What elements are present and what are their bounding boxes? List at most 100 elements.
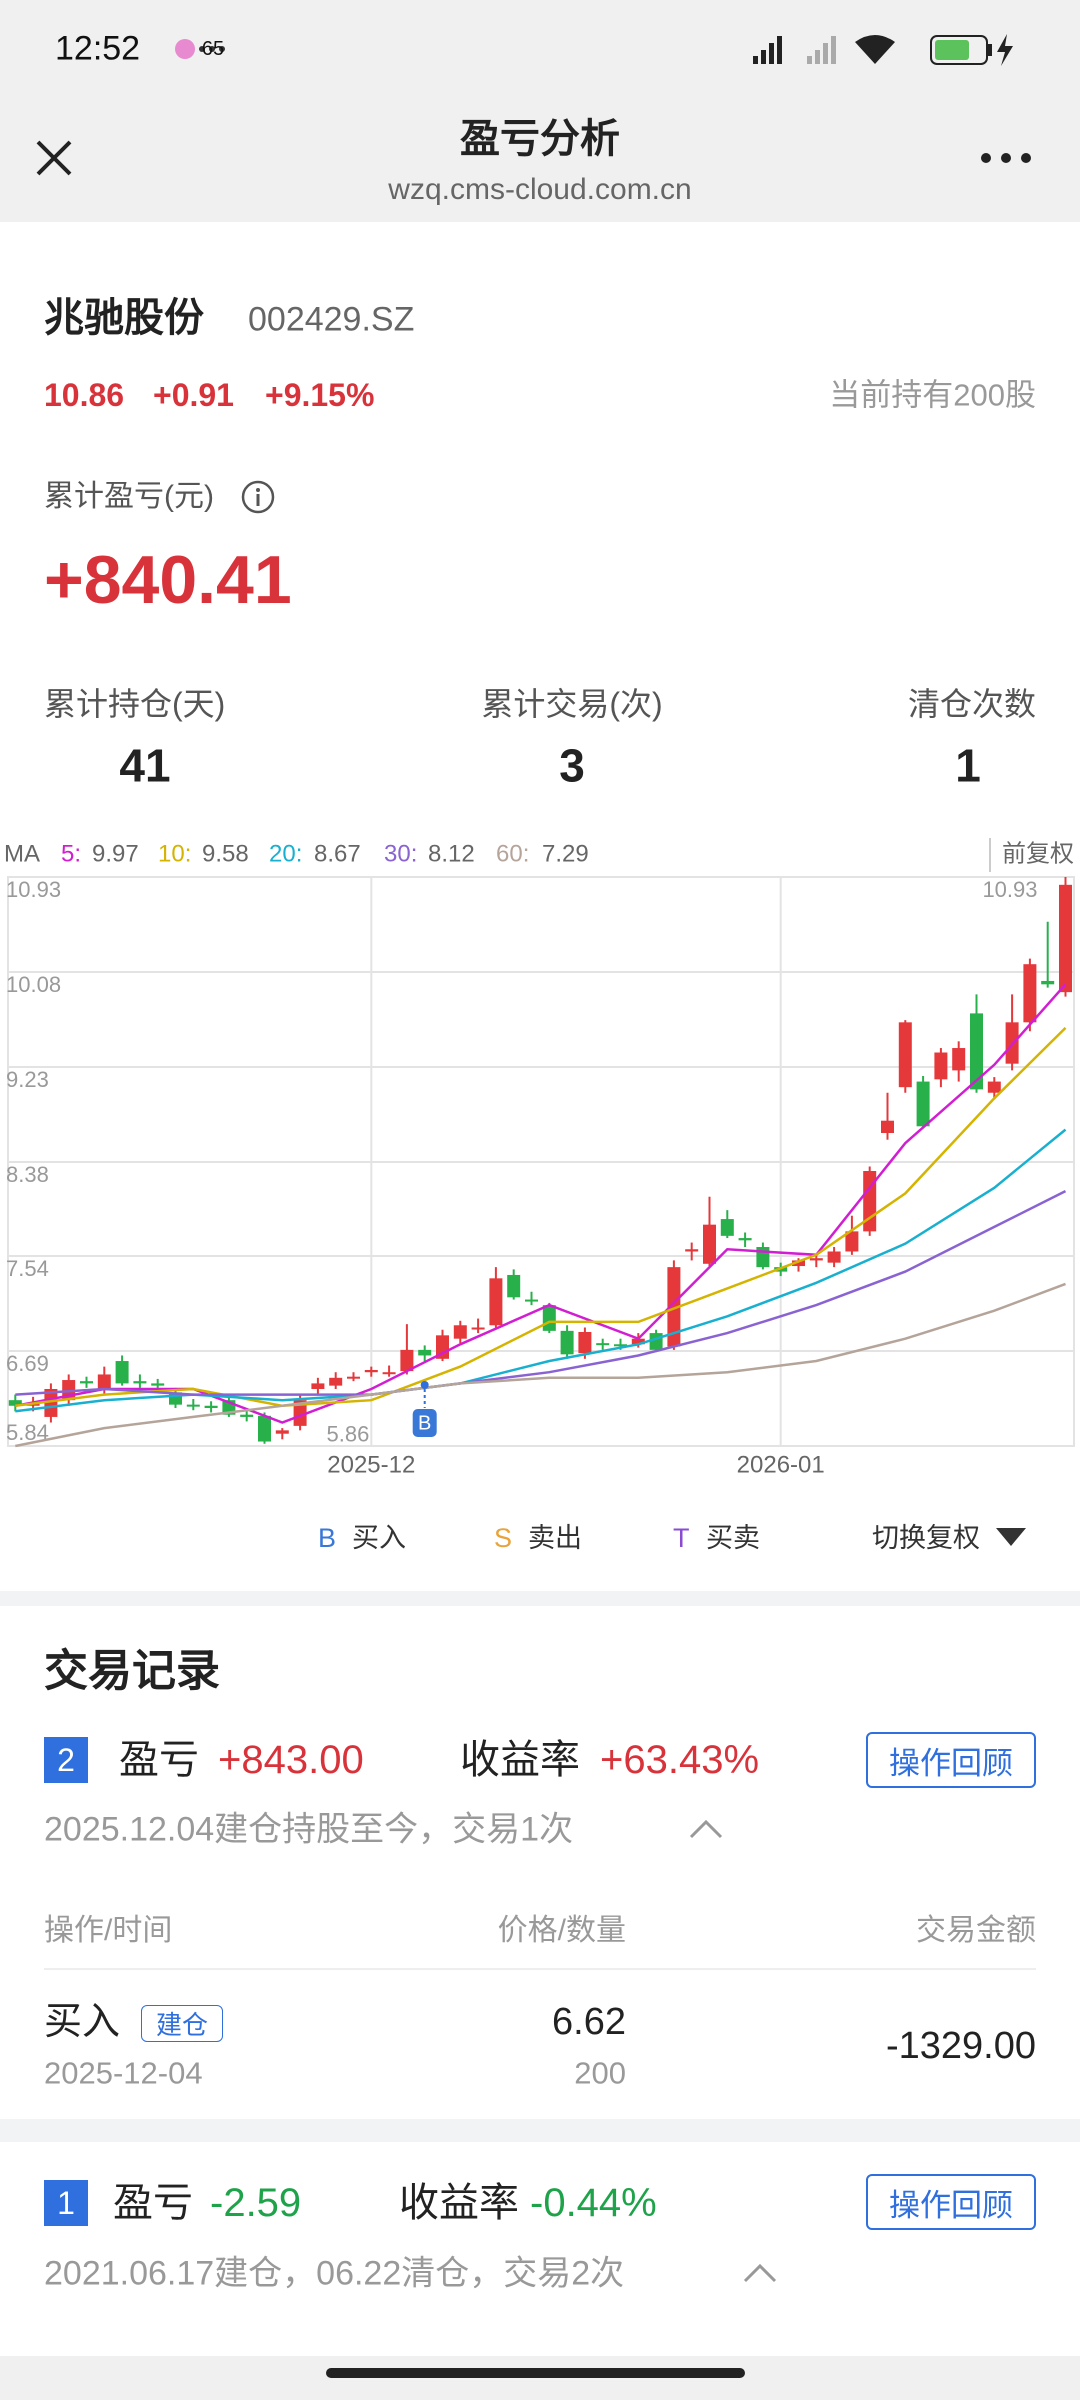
battery-text: 65 (201, 38, 225, 60)
ma-line (15, 1027, 1067, 1408)
candle-body (151, 1383, 165, 1386)
record-rate: +63.43% (600, 1738, 760, 1782)
trade-price: 6.62 (552, 2001, 626, 2044)
stat-value: 41 (119, 739, 171, 792)
candle-body (649, 1333, 663, 1350)
record-pnl: +843.00 (218, 1738, 364, 1782)
stock-change-pct: +9.15% (265, 376, 375, 413)
candle-body (934, 1052, 948, 1080)
trade-date: 2025-12-04 (44, 2055, 203, 2091)
candle-body (258, 1415, 271, 1442)
close-button[interactable] (34, 138, 74, 178)
record-badge: 2 (44, 1737, 88, 1783)
kline-chart: MA 5: 9.97 10: 9.58 20: 8.67 30: 8.12 60: 7.29 前复权 1… (4, 838, 1075, 1478)
ma-name: 30: (384, 840, 417, 867)
min-label: 5.86 (327, 1422, 370, 1447)
pnl-label: 盈亏 (113, 2181, 193, 2225)
status-dots (175, 39, 225, 59)
page-url: wzq.cms-cloud.com.cn (388, 173, 692, 206)
ma-line (15, 1189, 1067, 1396)
legend-label: 卖出 (528, 1522, 582, 1553)
candle-body (311, 1383, 325, 1389)
record-pnl: -2.59 (210, 2181, 302, 2225)
candle-body (685, 1249, 699, 1252)
candle-body (667, 1267, 681, 1347)
collapse-caret[interactable] (742, 2262, 778, 2284)
candle-body (525, 1299, 538, 1302)
candle-body (987, 1081, 1001, 1093)
candle-body (792, 1260, 805, 1267)
candle-body (80, 1381, 93, 1384)
adjust-switch[interactable]: 切换复权 (872, 1522, 980, 1553)
record-badge: 1 (44, 2180, 88, 2226)
candle-body (400, 1349, 414, 1372)
candle-body (8, 1400, 22, 1406)
candle-body (631, 1338, 645, 1345)
legend-label: 买卖 (706, 1522, 760, 1553)
candle-body (453, 1325, 467, 1339)
candle-body (347, 1376, 360, 1379)
stat-label: 累计持仓(天) (44, 685, 226, 722)
review-button[interactable]: 操作回顾 (866, 2174, 1036, 2230)
legend-symbol: S (494, 1522, 513, 1553)
y-tick-label: 9.23 (6, 1067, 49, 1092)
candle-body (809, 1258, 823, 1261)
stat-label: 清仓次数 (907, 685, 1036, 722)
max-label: 10.93 (982, 877, 1037, 902)
candle-body (115, 1361, 129, 1384)
stat-value: 1 (955, 739, 981, 792)
ma-name: 60: (496, 840, 529, 867)
home-indicator[interactable] (326, 2368, 745, 2378)
rate-label: 收益率 (460, 1738, 580, 1782)
divider (44, 1968, 1036, 1970)
column-header: 操作/时间 (44, 1914, 173, 1947)
dropdown-arrow[interactable] (994, 1526, 1028, 1548)
legend-symbol: B (318, 1522, 337, 1553)
ma-name: 20: (269, 840, 302, 867)
candle-body (827, 1251, 841, 1263)
candle-body (970, 1013, 983, 1090)
y-tick-label: 8.38 (6, 1162, 49, 1187)
record-rate: -0.44% (530, 2181, 657, 2225)
y-tick-label: 6.69 (6, 1351, 49, 1376)
candle-body (240, 1414, 254, 1417)
stock-code: 002429.SZ (248, 300, 415, 339)
legend-label: 买入 (352, 1522, 406, 1553)
candle-body (329, 1377, 343, 1386)
separator (0, 2119, 1080, 2142)
holding: 当前持有200股 (829, 377, 1036, 413)
ma-name: 5: (61, 840, 81, 867)
trade-action: 买入 (44, 2001, 121, 2044)
candle-body (364, 1369, 378, 1373)
separator (0, 1591, 1080, 1606)
ma-value: 8.12 (428, 840, 475, 867)
candle-body (1041, 980, 1055, 985)
more-button[interactable] (978, 150, 1034, 166)
column-header: 交易金额 (916, 1914, 1036, 1947)
pnl-label: 累计盈亏(元) (44, 480, 214, 513)
candle-body (1023, 964, 1037, 1023)
buy-badge (412, 1409, 437, 1437)
y-tick-label: 10.93 (6, 877, 61, 902)
x-tick-label: 2026-01 (737, 1451, 825, 1478)
record-summary: 2025.12.04建仓持股至今，交易1次 (44, 1810, 574, 1849)
y-tick-label: 10.08 (6, 972, 61, 997)
ma-line (15, 1282, 1066, 1448)
candle-body (489, 1278, 503, 1326)
ma-label: MA (4, 840, 40, 867)
candle-body (614, 1344, 627, 1347)
candle-body (293, 1400, 307, 1426)
records-title: 交易记录 (44, 1646, 220, 1696)
ma-value: 8.67 (314, 840, 361, 867)
candle-body (382, 1372, 396, 1375)
collapse-caret[interactable] (688, 1818, 724, 1840)
top-bar (0, 0, 1080, 222)
candle-body (418, 1349, 432, 1356)
info-icon[interactable] (240, 479, 276, 515)
candle-body (703, 1224, 716, 1264)
candle-body (898, 1022, 912, 1088)
review-button[interactable]: 操作回顾 (866, 1732, 1036, 1788)
candle-body (916, 1081, 930, 1127)
candle-body (720, 1219, 734, 1236)
